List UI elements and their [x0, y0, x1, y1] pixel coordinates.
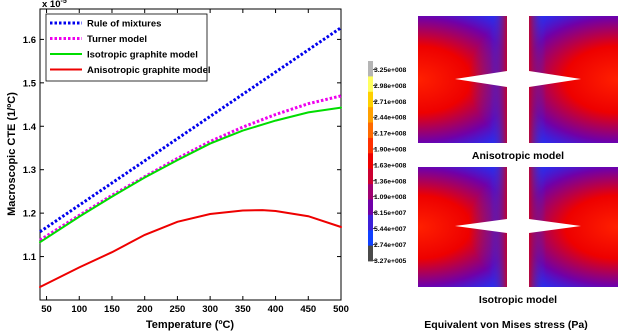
colorbar-label: 2.44e+008	[374, 115, 407, 122]
colorbar-swatch	[368, 76, 373, 93]
y-multiplier: x 10-5	[42, 0, 67, 10]
y-tick-label: 1.4	[23, 122, 37, 133]
anisotropic-stress-map	[418, 16, 618, 143]
colorbar-label: 8.15e+007	[374, 210, 407, 217]
x-tick-label: 150	[104, 304, 120, 315]
colorbar-swatch	[368, 91, 373, 108]
colorbar-label: 2.71e+008	[374, 99, 407, 106]
colorbar-swatch	[368, 61, 373, 77]
colorbar-swatch	[368, 184, 373, 200]
y-tick-label: 1.3	[23, 165, 36, 176]
y-tick-label: 1.5	[23, 78, 37, 89]
legend-label: Turner model	[87, 34, 147, 45]
y-tick-label: 1.1	[23, 252, 37, 263]
y-ticks: 1.1 1.2 1.3 1.4 1.5 1.6	[23, 35, 341, 263]
colorbar-label: 2.98e+008	[374, 83, 407, 90]
colorbar-swatch	[368, 122, 373, 139]
y-tick-label: 1.6	[23, 35, 36, 46]
y-tick-label: 1.2	[23, 209, 36, 220]
x-tick-label: 300	[202, 304, 218, 315]
colorbar-swatch	[368, 214, 373, 231]
legend-label: Isotropic graphite model	[87, 49, 198, 60]
colorbar-swatch	[368, 199, 373, 216]
series-line-4	[39, 209, 342, 288]
colorbar-label: 2.17e+008	[374, 131, 407, 138]
colorbar-label: 5.44e+007	[374, 226, 407, 233]
x-tick-label: 250	[169, 304, 185, 315]
isotropic-caption: Isotropic model	[479, 294, 557, 306]
colorbar-label: 3.27e+005	[374, 258, 407, 265]
series-line-3	[39, 106, 342, 244]
y-axis-label: Macroscopic CTE (1/ºC)	[6, 92, 18, 216]
stress-footer: Equivalent von Mises stress (Pa)	[424, 319, 587, 331]
colorbar-label: 1.09e+008	[374, 194, 407, 201]
series-line-1	[39, 26, 342, 234]
colorbar-swatch	[368, 230, 373, 247]
legend: Rule of mixtures Turner model Isotropic gr…	[45, 13, 211, 82]
colorbar-swatch	[368, 245, 373, 262]
colorbar-label: 1.36e+008	[374, 178, 407, 185]
crack-slot	[507, 16, 529, 143]
crack-slot	[507, 167, 529, 287]
colorbar-swatch	[368, 137, 373, 154]
colorbar: 3.25e+008 2.98e+008 2.71e+008 2.44e+008 2.17…	[368, 61, 407, 265]
x-tick-label: 450	[300, 304, 316, 315]
series-line-2	[39, 94, 342, 242]
isotropic-stress-map	[418, 167, 618, 287]
x-tick-label: 200	[137, 304, 153, 315]
colorbar-label: 2.74e+007	[374, 242, 407, 249]
colorbar-label: 3.25e+008	[374, 67, 407, 74]
anisotropic-caption: Anisotropic model	[472, 150, 564, 162]
series-layer	[39, 26, 342, 288]
colorbar-swatch	[368, 168, 373, 185]
x-tick-label: 50	[41, 304, 52, 315]
x-tick-label: 400	[268, 304, 284, 315]
legend-label: Rule of mixtures	[87, 18, 161, 29]
colorbar-swatch	[368, 153, 373, 170]
legend-label: Anisotropic graphite model	[87, 65, 211, 76]
stress-maps: Anisotropic model Isotropic model Equiva…	[368, 16, 618, 331]
x-tick-label: 350	[235, 304, 251, 315]
x-axis-label: Temperature (ºC)	[146, 319, 234, 331]
x-ticks: 50 100 150 200 250 300 350 400 450 500	[41, 9, 349, 315]
colorbar-label: 1.90e+008	[374, 147, 407, 154]
colorbar-swatch	[368, 107, 373, 123]
x-tick-label: 100	[71, 304, 87, 315]
x-tick-label: 500	[333, 304, 349, 315]
colorbar-label: 1.63e+008	[374, 162, 407, 169]
